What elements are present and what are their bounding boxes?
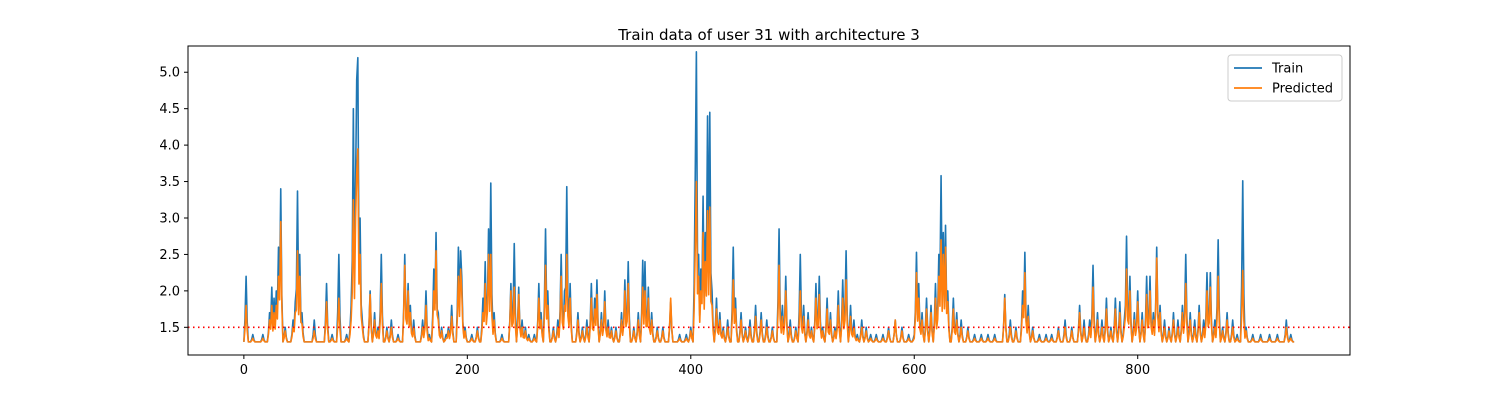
y-tick-label: 2.5: [159, 248, 180, 263]
x-tick-label: 0: [240, 363, 248, 378]
y-tick-label: 2.0: [159, 284, 180, 299]
legend-label-train: Train: [1271, 62, 1303, 77]
x-tick-label: 400: [678, 363, 703, 378]
series-group: [243, 51, 1295, 343]
y-tick-label: 5.0: [159, 66, 180, 81]
x-tick-label: 600: [902, 363, 927, 378]
legend-box: [1227, 54, 1343, 102]
y-tick-label: 1.5: [159, 321, 180, 336]
chart-title: Train data of user 31 with architecture …: [617, 26, 920, 44]
x-tick-label: 200: [455, 363, 480, 378]
legend: Train Predicted: [1227, 54, 1343, 102]
y-tick-label: 4.5: [159, 102, 180, 117]
series-line-predicted: [243, 147, 1295, 343]
y-tick-label: 3.0: [159, 211, 180, 226]
plot-area: 0 200 400 600 800 1.5 2.0 2.5 3.0 3.5 4.0 4.5 5.0: [159, 45, 1351, 378]
y-tick-label: 3.5: [159, 175, 180, 190]
axes-frame: [187, 45, 1351, 356]
legend-label-predicted: Predicted: [1272, 82, 1333, 97]
x-tick-label: 800: [1125, 363, 1150, 378]
y-tick-label: 4.0: [159, 139, 180, 154]
